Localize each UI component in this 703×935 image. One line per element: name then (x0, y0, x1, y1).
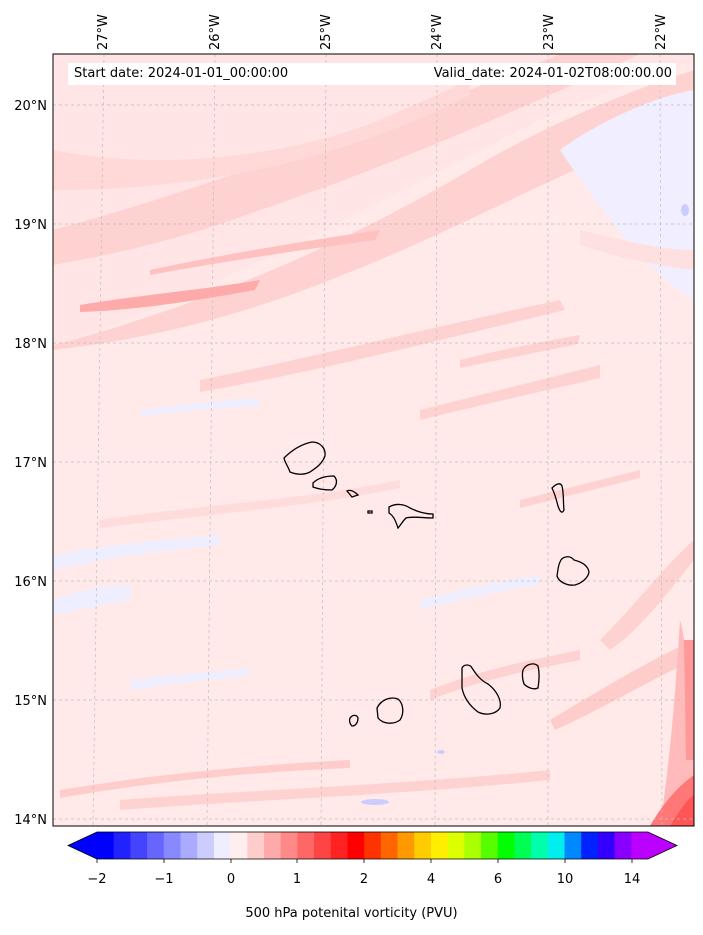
colorbar-segment (297, 832, 315, 859)
colorbar-tick-label: 2 (360, 872, 368, 887)
colorbar (67, 831, 678, 863)
graticule (53, 54, 694, 826)
lat-label: 15°N (14, 694, 47, 709)
colorbar-segment (347, 832, 365, 859)
islands (283, 441, 590, 727)
colorbar-segment (314, 832, 332, 859)
island-boa-vista (556, 556, 590, 586)
valid-date-label: Valid_date: 2024-01-02T08:00:00.00 (368, 63, 676, 85)
colorbar-tick-label: 6 (494, 872, 502, 887)
lon-label: 25°W (319, 14, 334, 50)
colorbar-extend-min (68, 832, 97, 859)
lon-label: 26°W (208, 14, 223, 50)
colorbar-segment (280, 832, 298, 859)
colorbar-segment (531, 832, 549, 859)
island-sao-vicente (312, 475, 338, 491)
colorbar-tick-label: 10 (557, 872, 574, 887)
colorbar-segment (464, 832, 482, 859)
colorbar-segment (263, 832, 282, 859)
lat-label: 20°N (14, 99, 47, 114)
lat-label: 19°N (14, 218, 47, 233)
longitude-labels: 27°W 26°W 25°W 24°W 23°W 22°W (96, 14, 669, 50)
colorbar-segment (180, 832, 198, 859)
colorbar-segment (97, 832, 115, 859)
lon-label: 23°W (542, 14, 557, 50)
lat-label: 18°N (14, 337, 47, 352)
colorbar-segment (581, 832, 599, 859)
colorbar-segment (631, 832, 649, 859)
colorbar-segment (163, 832, 182, 859)
map-frame (52, 53, 695, 827)
colorbar-segment (497, 832, 516, 859)
pv-field (53, 54, 694, 826)
colorbar-segment (414, 832, 432, 859)
colorbar-tick-label: 0 (227, 872, 235, 887)
colorbar-segment (564, 832, 582, 859)
island-sal (551, 483, 565, 513)
colorbar-segment (380, 832, 399, 859)
island-maio (521, 663, 540, 690)
island-brava (348, 714, 359, 727)
colorbar-extend-max (648, 832, 677, 859)
colorbar-segment (230, 832, 248, 859)
colorbar-tick-label: −2 (87, 872, 106, 887)
colorbar-segment (130, 832, 148, 859)
colorbar-segment (430, 832, 449, 859)
lat-label: 17°N (14, 456, 47, 471)
lon-label: 22°W (654, 14, 669, 50)
island-santiago (461, 664, 502, 715)
colorbar-tick-labels: −2 −1 0 1 2 4 6 10 14 (87, 872, 640, 887)
colorbar-tick-label: 4 (427, 872, 435, 887)
colorbar-segment (364, 832, 382, 859)
colorbar-tick-label: 14 (624, 872, 641, 887)
island-santo-antao (283, 441, 326, 475)
colorbar-segment (147, 832, 165, 859)
colorbar-segment (197, 832, 215, 859)
island-sao-nicolau (388, 503, 434, 530)
island-fogo (376, 697, 404, 724)
lat-label: 16°N (14, 575, 47, 590)
colorbar-tick-label: −1 (154, 872, 173, 887)
colorbar-segment (330, 832, 349, 859)
colorbar-segment (597, 832, 616, 859)
lat-label: 14°N (14, 813, 47, 828)
colorbar-segment (247, 832, 265, 859)
lon-label: 24°W (430, 14, 445, 50)
colorbar-segment (481, 832, 499, 859)
colorbar-segment (113, 832, 131, 859)
colorbar-segment (213, 832, 232, 859)
colorbar-segment (447, 832, 465, 859)
island-razo (367, 510, 373, 514)
colorbar-title: 500 hPa potenital vorticity (PVU) (245, 906, 458, 921)
island-santa-luzia (345, 489, 360, 498)
lon-label: 27°W (96, 14, 111, 50)
colorbar-segment (514, 832, 532, 859)
colorbar-segment (397, 832, 415, 859)
colorbar-tick-label: 1 (293, 872, 301, 887)
latitude-labels: 20°N 19°N 18°N 17°N 16°N 15°N 14°N (14, 99, 47, 828)
start-date-label: Start date: 2024-01-01_00:00:00 (68, 63, 374, 85)
colorbar-segment (614, 832, 632, 859)
colorbar-segment (547, 832, 566, 859)
